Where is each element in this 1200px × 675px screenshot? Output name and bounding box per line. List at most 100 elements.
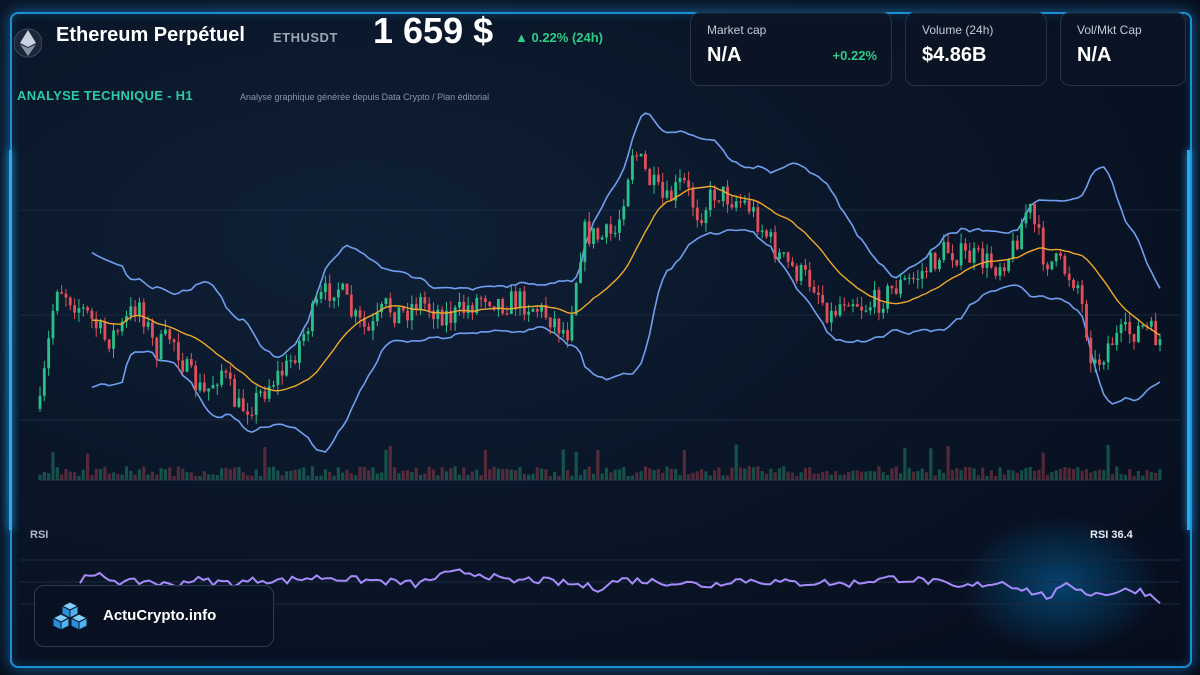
volume-bar: [825, 470, 829, 480]
candle-body: [566, 330, 569, 341]
volume-bar: [129, 470, 133, 480]
candle-body: [903, 278, 907, 280]
candle: [475, 294, 479, 315]
volume-bar: [354, 475, 358, 480]
candle: [540, 302, 544, 318]
candle: [864, 304, 868, 313]
candle-body: [587, 221, 591, 244]
rsi-value: RSI 36.4: [1090, 529, 1133, 541]
candle-body: [778, 252, 781, 259]
candle-body: [496, 298, 500, 310]
candle: [1033, 202, 1036, 233]
candle: [994, 265, 998, 280]
candle: [276, 360, 280, 395]
candle: [401, 306, 405, 313]
candle-body: [1072, 279, 1075, 289]
candle-body: [419, 297, 422, 310]
volume-bar: [345, 469, 349, 480]
chart-subtitle: ANALYSE TECHNIQUE - H1: [17, 88, 193, 103]
candle: [752, 200, 755, 218]
candle: [1063, 253, 1067, 277]
volume-bar: [1020, 470, 1024, 480]
volume-bar: [293, 469, 297, 480]
candle-body: [639, 153, 643, 157]
volume-bar: [838, 474, 842, 480]
candle: [142, 298, 146, 334]
candle: [151, 318, 154, 346]
candle-body: [90, 310, 94, 319]
market-cap-label: Market cap: [707, 23, 767, 37]
volume-bar: [232, 467, 237, 480]
candle: [233, 373, 236, 408]
volume-bar: [250, 475, 254, 480]
candle: [267, 379, 271, 403]
candle-body: [263, 391, 267, 399]
candle: [782, 251, 786, 258]
volume-bar: [976, 475, 980, 480]
candle-body: [168, 329, 172, 340]
candle: [202, 373, 206, 393]
candle-body: [47, 338, 51, 369]
volume-bar: [738, 467, 743, 480]
candle: [1080, 279, 1084, 313]
volume-bar: [574, 451, 578, 480]
volume-bar: [1050, 472, 1054, 480]
vol-mktcap-label: Vol/Mkt Cap: [1077, 23, 1142, 37]
candle-body: [142, 302, 146, 327]
volume-bar: [189, 472, 193, 480]
volume-bar: [436, 475, 440, 480]
candle: [760, 224, 764, 239]
volume-bar: [531, 473, 535, 480]
candle: [739, 193, 742, 208]
candle: [998, 263, 1002, 281]
volume-bar: [604, 467, 609, 480]
volume-card: Volume (24h) $4.86B: [905, 12, 1047, 86]
candle: [600, 235, 604, 241]
candle: [579, 252, 582, 284]
volume-bar: [90, 475, 94, 480]
candle: [527, 304, 531, 322]
volume-bar: [622, 467, 626, 480]
candle: [1141, 324, 1145, 329]
candle-body: [1085, 303, 1088, 338]
volume-bar: [1102, 470, 1106, 480]
candle: [189, 352, 193, 369]
candle-body: [765, 230, 768, 237]
candle: [1136, 318, 1140, 343]
volume-bar: [1145, 470, 1149, 480]
candle: [566, 322, 569, 348]
candle-body: [462, 301, 466, 314]
bollinger-upper-band: [91, 112, 1161, 359]
brand-badge[interactable]: ActuCrypto.info: [34, 585, 274, 647]
candle-body: [445, 310, 448, 326]
candlesticks: [38, 149, 1162, 425]
candle-body: [1002, 267, 1006, 272]
brand-name: ActuCrypto.info: [103, 607, 217, 624]
volume-bar: [1141, 475, 1145, 480]
candle: [639, 153, 643, 157]
candle: [60, 285, 64, 295]
candle-body: [38, 395, 42, 409]
volume-bar: [51, 452, 55, 480]
volume-bar: [955, 468, 959, 480]
candle-body: [211, 385, 215, 389]
volume-bar: [661, 472, 665, 480]
candle: [1015, 235, 1019, 251]
volume-bar: [1119, 474, 1123, 480]
volume-bar: [522, 473, 526, 480]
candle: [631, 149, 634, 185]
candle: [241, 389, 245, 412]
candle-body: [1132, 334, 1136, 342]
volume-bar: [466, 474, 470, 480]
candle-body: [855, 304, 859, 307]
volume-bar: [85, 453, 90, 480]
candle-body: [795, 265, 799, 281]
candle: [306, 327, 310, 342]
volume-bar: [336, 467, 340, 480]
candle-body: [146, 322, 150, 327]
candle: [215, 382, 219, 395]
candle: [81, 303, 85, 317]
volume-bar: [985, 475, 989, 480]
candle: [354, 308, 358, 324]
candle-body: [1124, 321, 1127, 325]
